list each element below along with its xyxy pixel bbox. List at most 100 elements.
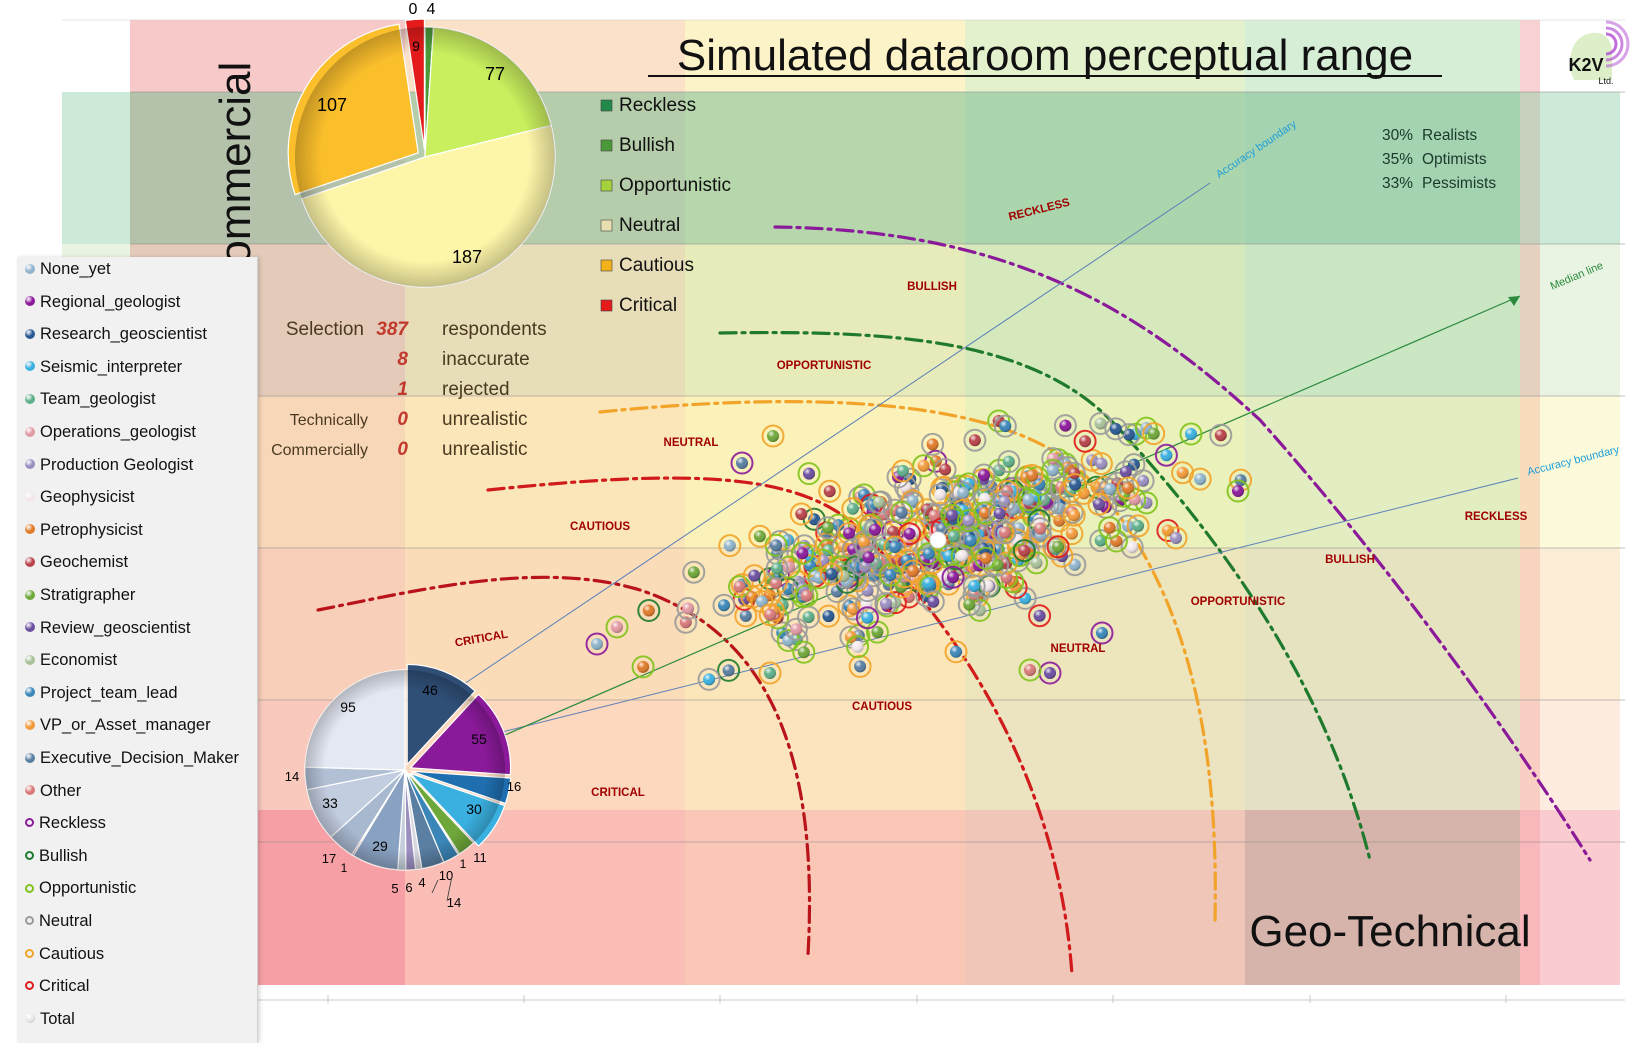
point-shine xyxy=(1052,540,1065,553)
role-pie-leader-line xyxy=(446,875,453,902)
role-legend-item: Economist xyxy=(25,651,117,670)
logo-wave-icon xyxy=(1605,20,1630,68)
legend-label: Team_geologist xyxy=(40,390,156,409)
role-pie-value-label: 55 xyxy=(471,731,487,747)
point-shine xyxy=(956,549,969,562)
respondent-point xyxy=(819,562,843,586)
point-shine xyxy=(1094,417,1107,430)
chart-title: Simulated dataroom perceptual range xyxy=(677,31,1413,80)
point-ring xyxy=(886,465,910,489)
point-ring xyxy=(1171,461,1195,485)
point-shine xyxy=(900,554,913,567)
legend-label: Regional_geologist xyxy=(40,292,181,311)
point-ring xyxy=(1008,544,1032,568)
point-ring xyxy=(874,592,898,616)
respondent-point xyxy=(765,557,789,580)
role-marker-icon xyxy=(25,459,35,470)
respondent-point xyxy=(676,597,700,620)
legend-label: Opportunistic xyxy=(39,879,137,898)
attitude-pie-value-label: 4 xyxy=(427,1,436,18)
attitude-legend-label: Bullish xyxy=(619,135,675,156)
respondent-point xyxy=(941,565,965,589)
total-marker-icon xyxy=(25,1013,35,1024)
point-shine xyxy=(922,547,935,560)
ring-legend-item: Bullish xyxy=(25,847,88,866)
legend-label: Other xyxy=(40,781,82,800)
point-ring xyxy=(1087,492,1111,516)
point-ring xyxy=(1073,429,1097,453)
point-shine xyxy=(978,469,990,481)
respondent-point xyxy=(585,632,609,656)
point-shine xyxy=(1232,485,1244,497)
respondent-point xyxy=(1053,414,1077,438)
respondent-point xyxy=(846,635,870,659)
point-ring xyxy=(997,450,1021,474)
legend-label: Stratigrapher xyxy=(40,586,136,604)
respondent-point xyxy=(1188,467,1212,491)
respondent-point xyxy=(795,584,819,608)
attitude-legend-swatch xyxy=(600,99,613,112)
point-ring xyxy=(957,509,980,533)
role-legend-item: Petrophysicist xyxy=(25,521,143,540)
stat-prefix: Commercially xyxy=(271,442,368,459)
point-ring xyxy=(898,522,922,546)
role-marker-icon xyxy=(25,720,35,731)
respondent-point xyxy=(1154,443,1178,467)
point-shine xyxy=(887,525,899,538)
respondent-point xyxy=(997,450,1021,474)
cautious-curve xyxy=(316,575,812,957)
point-shine xyxy=(947,571,959,584)
point-shine xyxy=(1059,419,1072,432)
point-shine xyxy=(797,646,810,659)
point-ring xyxy=(895,548,919,572)
point-ring xyxy=(712,593,736,617)
point-shine xyxy=(945,509,958,522)
point-ring xyxy=(962,574,986,598)
point-shine xyxy=(862,551,875,564)
logo-wave-icon xyxy=(1605,32,1618,56)
zone-label-lower: OPPORTUNISTIC xyxy=(1191,596,1286,608)
point-ring xyxy=(676,597,700,620)
point-ring xyxy=(848,654,872,678)
respondent-point xyxy=(1116,476,1140,500)
point-ring xyxy=(730,451,754,475)
respondent-point xyxy=(841,497,865,521)
zone-label-lower: CRITICAL xyxy=(591,787,645,799)
point-ring xyxy=(765,557,789,580)
point-ring xyxy=(1179,422,1203,446)
point-ring xyxy=(1028,604,1052,628)
point-shine xyxy=(1046,452,1059,465)
reckless-curve xyxy=(773,225,1592,862)
point-shine xyxy=(968,434,981,447)
attitude-ring-icon xyxy=(25,916,34,926)
point-shine xyxy=(1030,556,1043,569)
respondent-point xyxy=(957,509,980,533)
point-shine xyxy=(723,539,736,552)
point-shine xyxy=(968,580,981,592)
point-shine xyxy=(1033,478,1046,491)
role-marker-icon xyxy=(25,296,35,307)
attitude-pie-value-label: 107 xyxy=(317,95,347,115)
respondent-point xyxy=(718,534,742,558)
opportunistic-curve xyxy=(598,399,1217,922)
respondent-point xyxy=(848,654,872,678)
point-shine xyxy=(947,530,960,543)
point-ring xyxy=(1134,416,1158,440)
attitude-legend-swatch xyxy=(600,139,613,152)
point-shine xyxy=(998,495,1011,508)
point-shine xyxy=(822,610,835,623)
attitude-ring-icon xyxy=(25,948,34,958)
respondent-point xyxy=(951,481,975,505)
point-ring xyxy=(1089,452,1113,476)
accuracy-boundary-lower-line xyxy=(477,477,1519,739)
respondent-point xyxy=(1089,412,1113,435)
respondent-points xyxy=(585,409,1253,691)
point-ring xyxy=(819,562,843,586)
point-ring xyxy=(890,501,914,524)
point-shine xyxy=(917,459,930,472)
point-ring xyxy=(1017,488,1040,512)
attitude-pie: 0 4 77 187 107 9 xyxy=(287,1,556,288)
point-shine xyxy=(851,640,864,653)
respondent-point xyxy=(1028,517,1052,541)
median-arrowhead xyxy=(1508,296,1520,306)
